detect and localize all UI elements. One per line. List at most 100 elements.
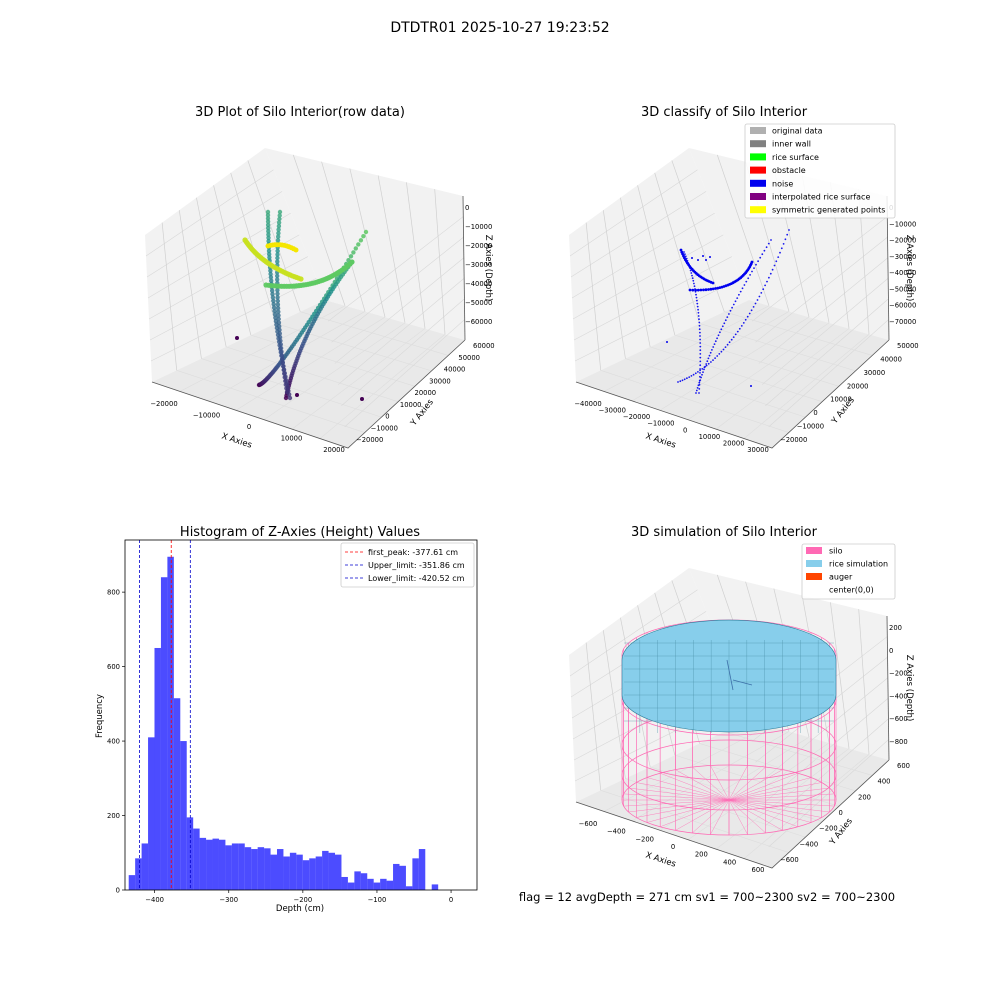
data-point bbox=[748, 312, 751, 315]
hist-bar bbox=[373, 882, 381, 890]
hist-xlabel: Depth (cm) bbox=[276, 904, 324, 914]
data-point bbox=[293, 247, 299, 253]
z-tick-label: −800 bbox=[889, 738, 908, 746]
x-tick-label: −600 bbox=[579, 820, 598, 828]
data-point bbox=[699, 368, 701, 370]
data-point bbox=[699, 345, 702, 348]
silo-floor-line bbox=[728, 799, 798, 827]
data-point bbox=[694, 372, 697, 375]
data-point bbox=[271, 302, 276, 307]
hist-bar bbox=[412, 858, 419, 890]
data-point bbox=[766, 280, 768, 283]
data-point bbox=[691, 288, 695, 292]
data-point bbox=[272, 308, 277, 314]
legend-label: Upper_limit: -351.86 cm bbox=[368, 561, 465, 570]
grid-line bbox=[687, 322, 830, 420]
grid-line bbox=[331, 236, 464, 343]
data-point bbox=[275, 273, 280, 279]
axis-line bbox=[886, 615, 890, 761]
data-point bbox=[782, 243, 785, 245]
hist-bar bbox=[341, 876, 348, 890]
data-point bbox=[695, 392, 697, 394]
data-point bbox=[278, 345, 284, 351]
grid-line bbox=[743, 754, 870, 859]
grid-line bbox=[659, 316, 810, 411]
data-point bbox=[282, 371, 287, 376]
data-point bbox=[759, 256, 762, 259]
hist-bar bbox=[367, 878, 374, 890]
data-point bbox=[277, 216, 282, 222]
grid-line bbox=[715, 328, 850, 430]
data-point bbox=[724, 346, 727, 348]
data-point bbox=[718, 286, 722, 289]
data-point bbox=[721, 325, 724, 328]
z-tick-label: 200 bbox=[889, 624, 902, 632]
data-point bbox=[348, 254, 354, 259]
silo-floor-line bbox=[728, 787, 830, 801]
data-point bbox=[276, 234, 281, 239]
legend-swatch bbox=[750, 179, 766, 187]
x-tick-label: 20000 bbox=[323, 446, 345, 454]
grid-line bbox=[768, 319, 889, 428]
grid-line bbox=[758, 257, 889, 364]
data-point bbox=[277, 213, 282, 218]
data-point bbox=[728, 313, 730, 315]
grid-line bbox=[603, 305, 770, 392]
data-point bbox=[698, 379, 701, 382]
data-point bbox=[280, 360, 285, 365]
x-tick-label: 20000 bbox=[723, 439, 745, 447]
data-point bbox=[763, 249, 766, 252]
grid-line bbox=[148, 234, 300, 320]
grid-line bbox=[337, 278, 465, 385]
x-tick-label: 0 bbox=[671, 843, 675, 851]
axes-pane bbox=[145, 148, 325, 382]
x-tick-label: −400 bbox=[607, 828, 626, 836]
data-point bbox=[679, 380, 682, 383]
data-point bbox=[696, 305, 699, 308]
data-point bbox=[353, 246, 358, 251]
data-point bbox=[275, 291, 280, 296]
data-point bbox=[750, 260, 754, 264]
y-tick-label: −10000 bbox=[371, 424, 398, 432]
y-tick-label: 0 bbox=[813, 409, 817, 417]
data-point bbox=[711, 281, 715, 285]
data-point bbox=[363, 229, 369, 235]
data-point bbox=[722, 348, 725, 351]
data-point bbox=[265, 213, 271, 218]
legend-swatch bbox=[750, 206, 766, 214]
data-point bbox=[265, 219, 271, 224]
data-point bbox=[693, 285, 696, 288]
grid-line bbox=[602, 210, 626, 359]
panel-classify-ticks: −40000−30000−20000−100000100002000030000… bbox=[574, 204, 918, 454]
axis-line bbox=[886, 195, 890, 341]
z-tick-label: 0 bbox=[889, 647, 893, 655]
x-tick-label: 10000 bbox=[699, 433, 721, 441]
y-tick-label: −20000 bbox=[356, 436, 383, 444]
axis-line bbox=[151, 339, 466, 449]
hist-bar bbox=[206, 839, 213, 890]
y-tick-label: −10000 bbox=[797, 423, 824, 431]
data-point bbox=[698, 383, 701, 386]
grid-line bbox=[574, 278, 741, 362]
data-point bbox=[699, 364, 702, 367]
x-tick-label: 400 bbox=[723, 858, 736, 866]
y-tick-label: 800 bbox=[107, 589, 120, 597]
hist-bar bbox=[244, 847, 252, 890]
data-point bbox=[277, 324, 282, 329]
data-point bbox=[726, 343, 729, 346]
data-point bbox=[702, 371, 704, 373]
z-tick-label: −30000 bbox=[465, 261, 492, 269]
grid-line bbox=[334, 257, 465, 364]
x-tick-label: 0 bbox=[683, 426, 687, 434]
data-point bbox=[764, 284, 766, 287]
x-tick-label: 0 bbox=[247, 423, 251, 431]
y-tick-label: −400 bbox=[800, 840, 819, 848]
y-tick-label: 30000 bbox=[429, 377, 451, 385]
hist-bar bbox=[270, 854, 277, 890]
auger-line bbox=[732, 679, 753, 686]
data-point bbox=[719, 331, 721, 334]
data-point bbox=[699, 331, 701, 334]
legend-swatch bbox=[750, 127, 766, 134]
data-point bbox=[724, 319, 727, 322]
